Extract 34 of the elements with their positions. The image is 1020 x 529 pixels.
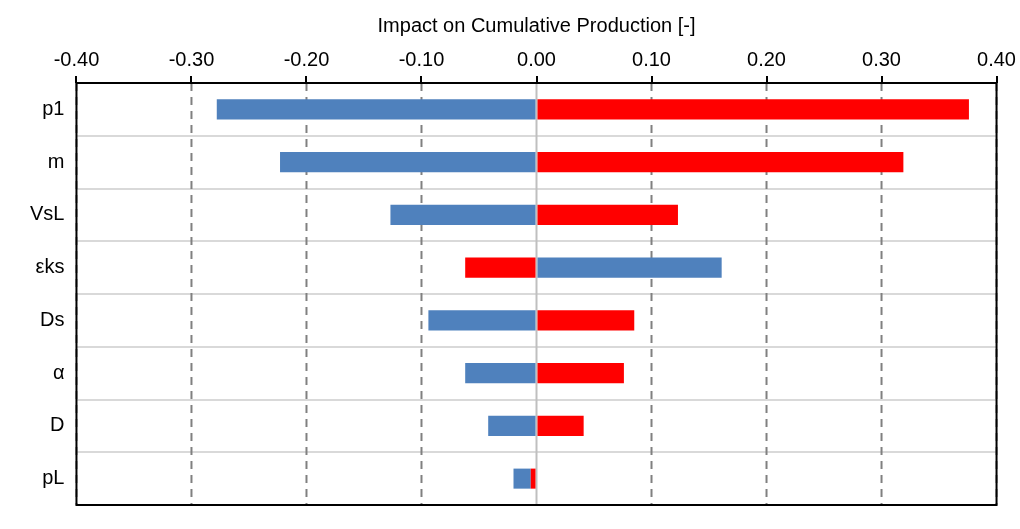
x-tick-label: -0.10: [398, 47, 445, 70]
x-axis-title: Impact on Cumulative Production [-]: [377, 13, 696, 36]
x-tick-label: 0.10: [632, 47, 671, 70]
y-tick-label: p1: [42, 96, 65, 119]
bar: [537, 257, 722, 278]
bar: [280, 152, 536, 173]
x-tick-label: 0.40: [977, 47, 1017, 70]
bar: [428, 310, 536, 331]
x-tick-label: 0.30: [862, 47, 901, 70]
x-tick-label: 0.20: [747, 47, 786, 70]
x-tick-label: 0.00: [517, 47, 556, 70]
bar: [465, 363, 536, 384]
y-tick-label: m: [47, 149, 65, 172]
x-tick-label: -0.30: [168, 47, 215, 70]
bar: [465, 257, 536, 278]
bar: [530, 468, 536, 489]
bar: [537, 415, 584, 436]
x-tick-label: -0.40: [53, 47, 100, 70]
bar: [537, 310, 635, 331]
bar: [216, 99, 536, 120]
bar: [513, 468, 531, 489]
bar: [390, 204, 536, 225]
bar: [537, 363, 624, 384]
y-tick-label: VsL: [29, 202, 65, 225]
bar: [537, 152, 904, 173]
bar: [537, 99, 969, 120]
y-tick-label: α: [52, 360, 65, 383]
y-tick-label: pL: [42, 466, 65, 489]
bar: [488, 415, 536, 436]
y-tick-label: Ds: [40, 307, 65, 330]
bar: [537, 204, 678, 225]
x-tick-label: -0.20: [283, 47, 330, 70]
y-tick-label: D: [50, 413, 65, 436]
y-tick-label: εks: [35, 255, 65, 278]
